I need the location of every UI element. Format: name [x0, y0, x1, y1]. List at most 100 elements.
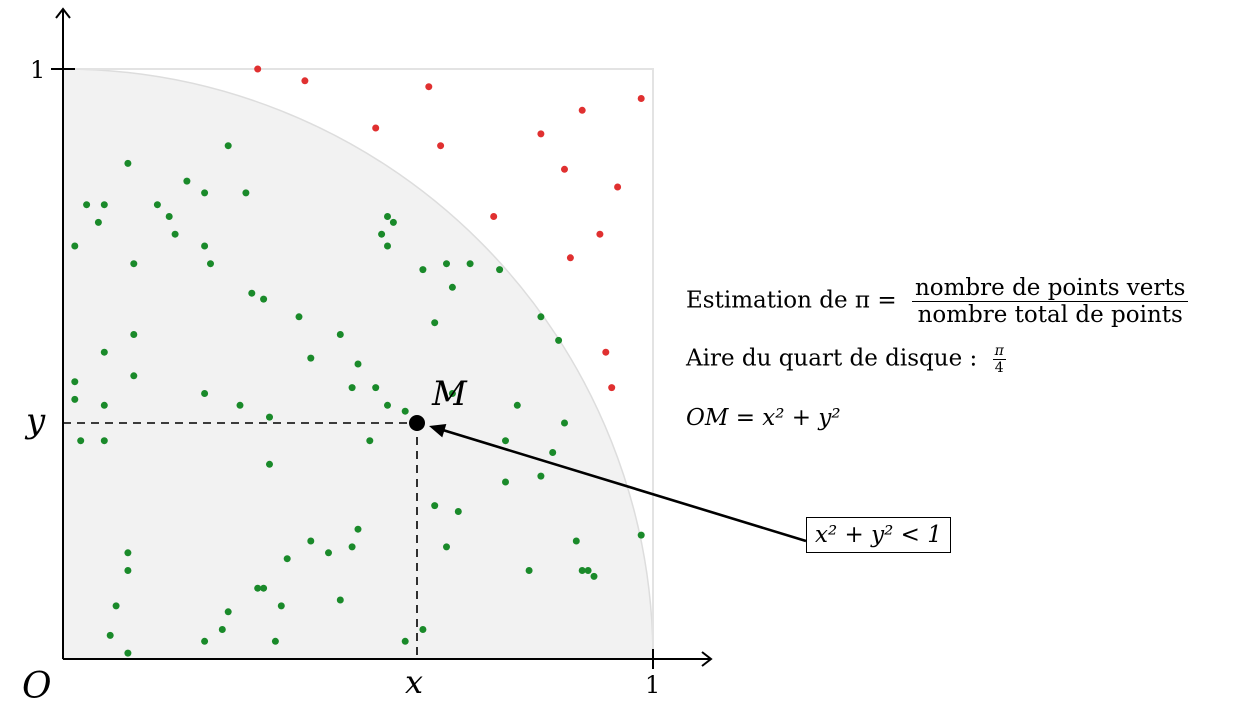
outside-point [301, 77, 309, 85]
inside-point [419, 626, 427, 633]
inside-point [242, 189, 250, 197]
inequality-arrowhead [429, 423, 447, 438]
inside-point [384, 401, 391, 409]
inside-point [307, 354, 315, 362]
plot-area [51, 7, 807, 669]
inside-point [372, 384, 380, 392]
inside-point [443, 543, 450, 551]
inside-point [183, 177, 191, 185]
inside-point [153, 201, 161, 209]
om-formula: OM = x² + y² [686, 405, 841, 431]
inequality-arrow [432, 425, 807, 543]
outside-point [578, 106, 586, 114]
inside-point [77, 437, 85, 445]
area-fraction: π 4 [992, 343, 1006, 376]
inside-point [248, 289, 256, 297]
inside-point [637, 531, 645, 539]
inside-point [201, 390, 209, 397]
inside-point [525, 567, 533, 574]
y-point-label: y [24, 401, 46, 441]
inside-point [83, 201, 91, 209]
inside-point [165, 213, 173, 220]
inside-point [431, 319, 439, 327]
estimation-prefix: Estimation de π = [686, 287, 897, 314]
inside-point [224, 142, 232, 150]
inside-point [354, 525, 362, 533]
area-text: Aire du quart de disque : [686, 345, 978, 372]
inside-point [171, 230, 179, 238]
area-formula: Aire du quart de disque : π 4 [686, 343, 1006, 376]
inside-point [389, 218, 397, 226]
inside-point [201, 637, 209, 645]
inside-point [106, 631, 114, 639]
estimation-denominator: nombre total de points [917, 302, 1183, 328]
inside-point [100, 401, 108, 409]
inside-point [537, 472, 545, 480]
inside-point [124, 649, 132, 657]
inside-point [100, 201, 108, 209]
inside-point [513, 401, 521, 409]
y-tick-label-one: 1 [30, 56, 45, 84]
axis-labels: O x y 1 1 M [22, 56, 660, 707]
inside-point [584, 567, 592, 574]
inside-point [207, 260, 214, 268]
inside-point [466, 260, 474, 268]
outside-point [490, 213, 498, 220]
inside-point [130, 260, 138, 268]
area-denominator: 4 [994, 360, 1004, 376]
inside-point [71, 378, 79, 386]
inside-point [283, 555, 291, 563]
inside-point [549, 449, 557, 456]
inside-point [201, 189, 209, 197]
inside-point [260, 295, 268, 303]
estimation-numerator: nombre de points verts [911, 276, 1189, 302]
inside-point [354, 360, 362, 368]
inside-point [254, 584, 262, 592]
inside-point [572, 537, 580, 545]
y-axis-arrowhead [55, 7, 71, 19]
inside-point [100, 348, 108, 356]
inside-point [71, 395, 79, 403]
inside-point [419, 266, 427, 274]
outside-point [614, 183, 622, 191]
inside-point [384, 242, 391, 250]
x-point-label: x [405, 663, 423, 701]
inside-point [94, 218, 102, 226]
x-tick-label-one: 1 [645, 671, 660, 699]
outside-point [602, 348, 610, 356]
outside-point [608, 384, 616, 392]
inside-point [130, 372, 138, 380]
inside-point [266, 413, 273, 421]
inside-point [348, 384, 356, 392]
inside-point [502, 478, 509, 486]
outside-point [596, 230, 604, 238]
area-numerator: π [992, 343, 1006, 360]
inside-point [277, 602, 285, 610]
inside-point [502, 437, 509, 445]
inside-point [448, 390, 456, 397]
inside-point [448, 283, 456, 291]
inside-point [431, 502, 439, 510]
inside-point [325, 549, 332, 557]
inside-point [236, 401, 244, 409]
inside-point [124, 549, 132, 557]
inside-point [378, 230, 386, 238]
inside-point [260, 584, 268, 592]
inside-point [555, 336, 563, 344]
outside-point [425, 83, 433, 91]
inside-point [401, 637, 409, 645]
inside-point [561, 419, 568, 427]
outside-point [637, 95, 645, 102]
outside-point [561, 165, 568, 173]
inside-point [590, 572, 598, 580]
inside-point [578, 567, 586, 574]
inside-point [266, 460, 273, 468]
inside-point [100, 437, 108, 445]
inside-point [336, 596, 344, 604]
origin-label: O [22, 666, 52, 707]
inside-point [124, 159, 132, 167]
outside-point [437, 142, 445, 150]
inside-point [496, 266, 504, 274]
inside-point [224, 608, 232, 616]
inside-point [71, 242, 79, 250]
